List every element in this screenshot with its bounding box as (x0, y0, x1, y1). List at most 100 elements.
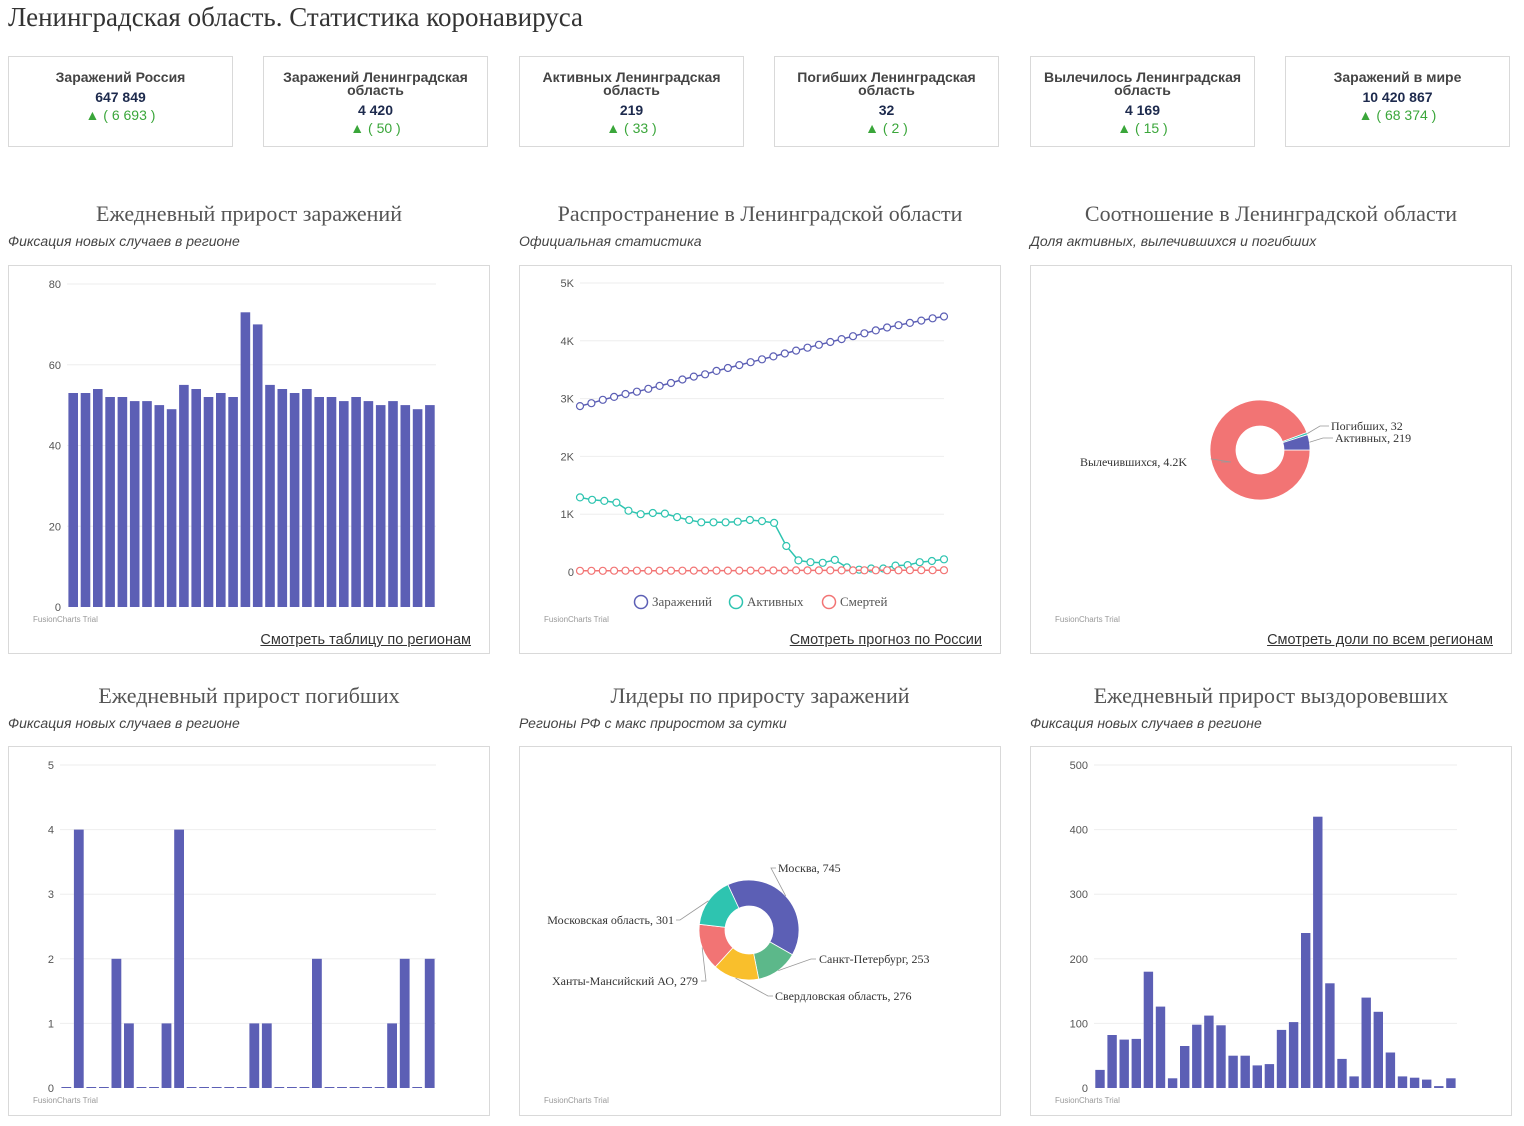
daily_deaths-bar[interactable] (86, 1087, 97, 1088)
daily_recovered-bar[interactable] (1216, 1025, 1226, 1088)
regions-table-link[interactable]: Смотреть таблицу по регионам (260, 632, 471, 648)
daily_infections-bar[interactable] (400, 405, 411, 607)
spread-point[interactable] (587, 566, 596, 575)
spread-point[interactable] (632, 566, 642, 575)
daily_infections-bar[interactable] (203, 397, 214, 607)
daily_recovered-bar[interactable] (1337, 1058, 1347, 1088)
daily_infections-bar[interactable] (228, 397, 238, 607)
daily_recovered-bar[interactable] (1313, 816, 1323, 1088)
spread-point[interactable] (928, 566, 937, 575)
leaders-slice[interactable] (727, 879, 800, 956)
spread-point[interactable] (894, 321, 903, 330)
spread-point[interactable] (939, 566, 949, 575)
spread-point[interactable] (701, 566, 710, 575)
daily_deaths-bar[interactable] (199, 1087, 209, 1088)
spread-point[interactable] (723, 566, 732, 575)
daily_infections-bar[interactable] (375, 405, 386, 607)
daily_deaths-bar[interactable] (362, 1087, 372, 1088)
spread-point[interactable] (621, 566, 630, 575)
daily_infections-bar[interactable] (129, 401, 140, 607)
daily_infections-bar[interactable] (277, 389, 288, 607)
spread-point[interactable] (685, 515, 694, 525)
spread-point[interactable] (883, 566, 892, 575)
spread-point[interactable] (803, 566, 812, 575)
daily_infections-bar[interactable] (191, 389, 201, 607)
region-shares-link[interactable]: Смотреть доли по всем регионам (1267, 632, 1493, 648)
spread-point[interactable] (689, 372, 698, 381)
spread-point[interactable] (860, 566, 869, 575)
daily_infections-bar[interactable] (93, 389, 103, 607)
spread-point[interactable] (905, 318, 914, 328)
daily_deaths-bar[interactable] (412, 1087, 423, 1088)
spread-point[interactable] (712, 366, 721, 376)
legend-label[interactable]: Заражений (652, 594, 712, 609)
spread-point[interactable] (587, 495, 597, 504)
daily_deaths-bar[interactable] (73, 829, 84, 1088)
spread-point[interactable] (818, 558, 827, 567)
legend-marker[interactable] (633, 594, 649, 610)
spread-point[interactable] (848, 332, 858, 341)
spread-point[interactable] (721, 518, 730, 527)
spread-point[interactable] (673, 513, 682, 522)
spread-point[interactable] (883, 323, 892, 332)
daily_recovered-bar[interactable] (1107, 1035, 1117, 1088)
spread-point[interactable] (757, 517, 767, 526)
spread-point[interactable] (939, 312, 949, 321)
daily_infections-bar[interactable] (252, 324, 263, 607)
daily_deaths-bar[interactable] (261, 1023, 272, 1088)
spread-point[interactable] (928, 314, 937, 323)
daily_deaths-bar[interactable] (149, 1087, 159, 1088)
spread-point[interactable] (746, 566, 755, 575)
daily_deaths-bar[interactable] (111, 958, 122, 1088)
spread-point[interactable] (746, 358, 755, 367)
spread-point[interactable] (735, 360, 744, 370)
daily_infections-bar[interactable] (339, 401, 349, 607)
daily_deaths-bar[interactable] (312, 958, 322, 1088)
ratio-slice[interactable] (1209, 399, 1311, 501)
daily_infections-bar[interactable] (302, 389, 312, 607)
daily_deaths-bar[interactable] (99, 1087, 109, 1088)
daily_recovered-bar[interactable] (1288, 1022, 1299, 1088)
daily_infections-bar[interactable] (388, 401, 398, 607)
spread-point[interactable] (871, 326, 880, 335)
daily_deaths-bar[interactable] (324, 1087, 335, 1088)
daily_deaths-bar[interactable] (299, 1087, 310, 1088)
spread-point[interactable] (826, 566, 835, 575)
daily_recovered-bar[interactable] (1264, 1064, 1275, 1088)
spread-point[interactable] (780, 566, 789, 575)
spread-point[interactable] (871, 566, 880, 575)
daily_deaths-bar[interactable] (161, 1023, 172, 1088)
daily_deaths-bar[interactable] (387, 1023, 397, 1088)
spread-point[interactable] (575, 493, 585, 502)
daily_recovered-bar[interactable] (1301, 933, 1311, 1088)
spread-point[interactable] (806, 558, 815, 567)
daily_recovered-bar[interactable] (1167, 1078, 1178, 1088)
spread-point[interactable] (701, 370, 710, 379)
daily_deaths-bar[interactable] (399, 958, 410, 1088)
spread-point[interactable] (648, 508, 657, 518)
spread-point[interactable] (782, 541, 791, 551)
daily_infections-bar[interactable] (351, 397, 361, 607)
spread-point[interactable] (655, 381, 664, 391)
daily_recovered-bar[interactable] (1143, 971, 1154, 1088)
daily_deaths-bar[interactable] (374, 1087, 385, 1088)
leaders-slice[interactable] (698, 884, 740, 928)
daily_recovered-bar[interactable] (1095, 1069, 1105, 1088)
daily_deaths-bar[interactable] (349, 1087, 360, 1088)
daily_recovered-bar[interactable] (1422, 1079, 1432, 1088)
spread-point[interactable] (939, 555, 949, 564)
daily_deaths-bar[interactable] (186, 1087, 197, 1088)
spread-point[interactable] (735, 566, 744, 575)
spread-point[interactable] (830, 555, 839, 564)
spread-point[interactable] (712, 566, 721, 575)
legend-marker[interactable] (728, 594, 744, 610)
spread-point[interactable] (733, 517, 742, 526)
spread-point[interactable] (709, 518, 718, 527)
russia-forecast-link[interactable]: Смотреть прогноз по России (789, 632, 982, 648)
daily_infections-bar[interactable] (216, 393, 226, 607)
daily_recovered-bar[interactable] (1409, 1077, 1420, 1088)
spread-point[interactable] (917, 316, 926, 325)
daily_recovered-bar[interactable] (1204, 1015, 1214, 1088)
spread-point[interactable] (575, 402, 585, 411)
spread-point[interactable] (644, 566, 653, 575)
